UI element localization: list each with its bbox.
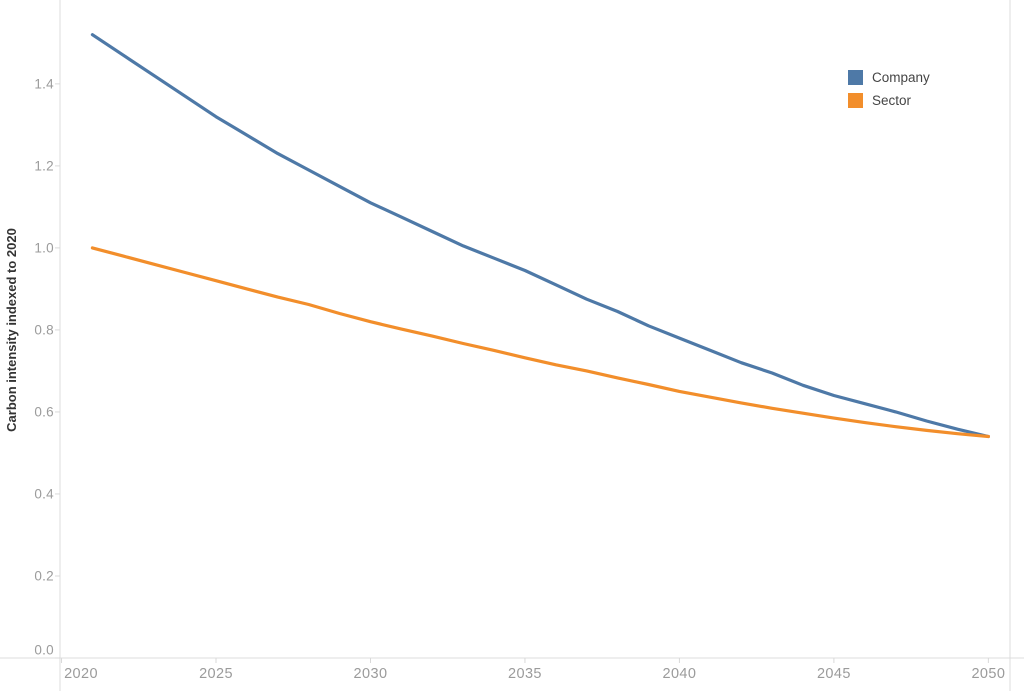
y-tick-label: 1.0	[34, 240, 54, 255]
legend-item-company[interactable]: Company	[848, 70, 930, 85]
y-tick-label: 0.8	[34, 322, 54, 337]
company-swatch-icon	[848, 70, 863, 85]
legend-label-sector: Sector	[872, 93, 912, 108]
x-tick-label: 2050	[971, 666, 1005, 682]
y-tick-label: 1.4	[34, 76, 54, 91]
sector-swatch-icon	[848, 93, 863, 108]
x-tick-label: 2020	[64, 666, 98, 682]
x-tick-label: 2025	[199, 666, 233, 682]
x-tick-label: 2035	[508, 666, 542, 682]
y-axis-title: Carbon intensity indexed to 2020	[4, 228, 19, 432]
series-line-company[interactable]	[90, 33, 990, 439]
x-tick-label: 2045	[817, 666, 851, 682]
x-tick-label: 2040	[663, 666, 697, 682]
legend: Company Sector	[848, 70, 930, 108]
series-line-sector[interactable]	[90, 246, 990, 439]
y-tick-label: 0.0	[34, 643, 54, 658]
y-tick-label: 0.6	[34, 404, 54, 419]
legend-item-sector[interactable]: Sector	[848, 93, 930, 108]
legend-label-company: Company	[872, 70, 930, 85]
y-tick-label: 1.2	[34, 158, 54, 173]
x-tick-label: 2030	[354, 666, 388, 682]
y-tick-label: 0.4	[34, 486, 54, 501]
y-tick-label: 0.2	[34, 568, 54, 583]
